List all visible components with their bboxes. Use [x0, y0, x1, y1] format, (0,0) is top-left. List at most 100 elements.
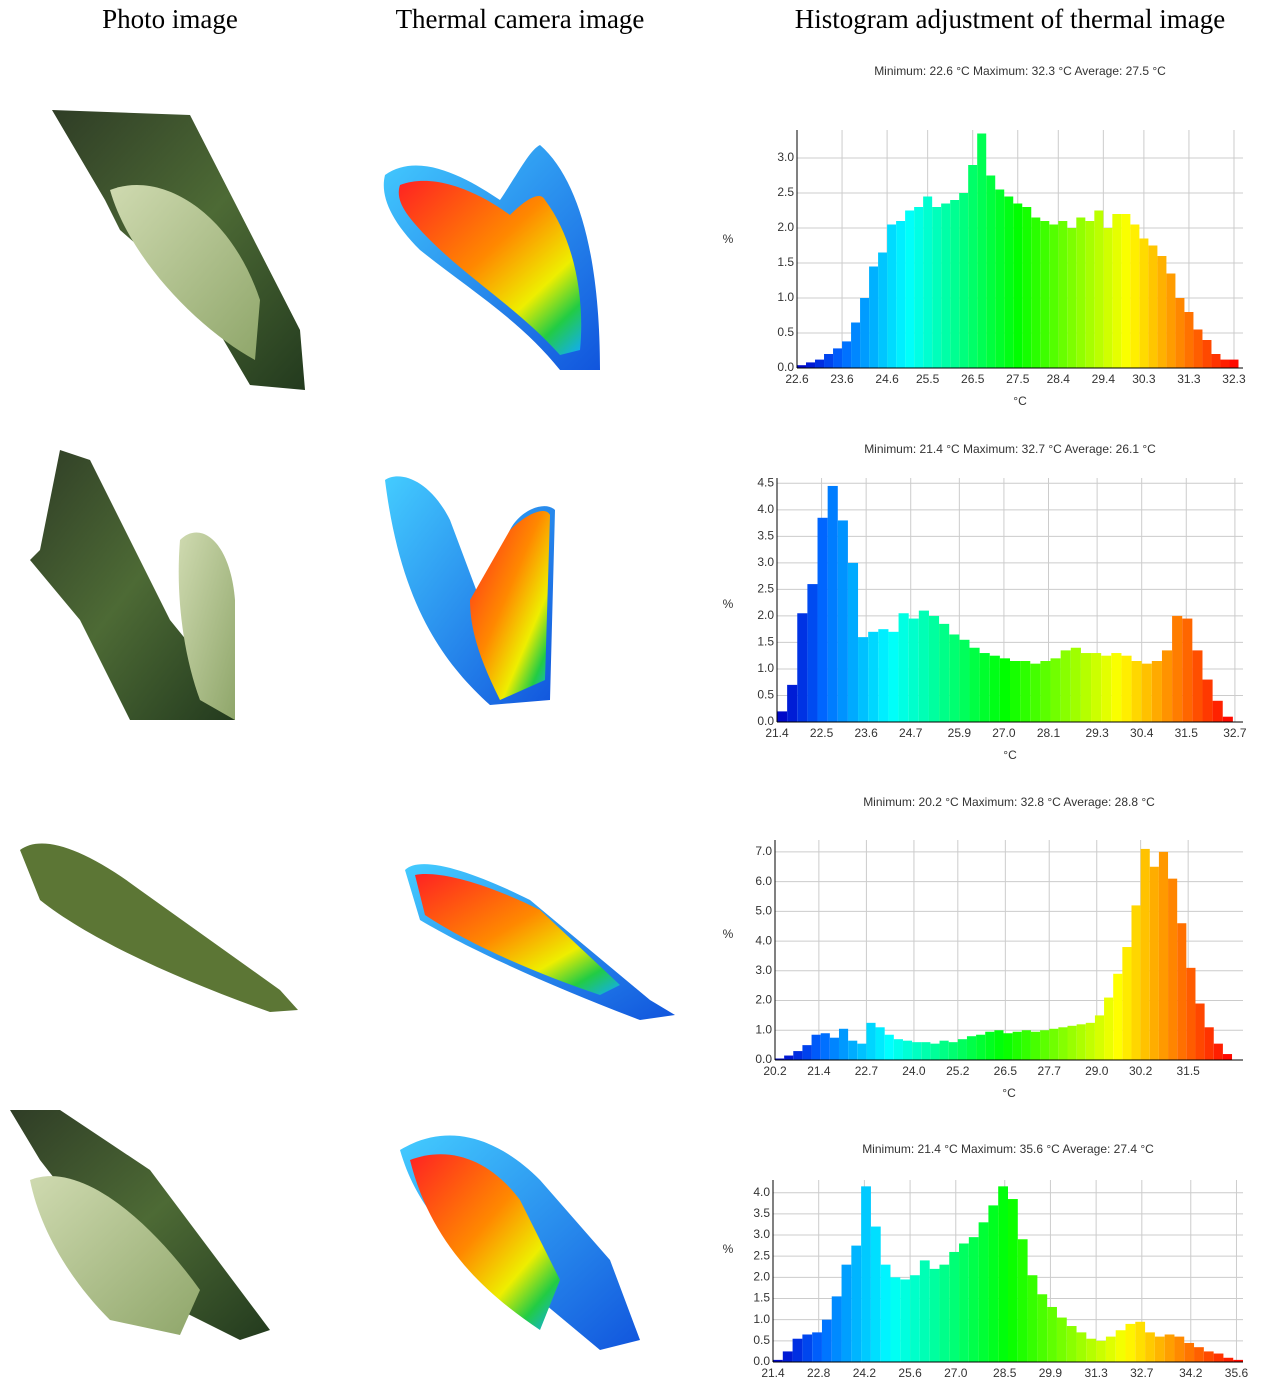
y-axis-label: %: [723, 927, 734, 941]
x-tick-label: 28.5: [993, 1366, 1017, 1380]
histogram-bar: [1113, 974, 1122, 1060]
y-tick-label: 7.0: [755, 844, 772, 858]
histogram-bar: [1040, 661, 1050, 722]
x-tick-label: 32.7: [1130, 1366, 1154, 1380]
histogram-bar: [838, 520, 848, 722]
histogram-bar: [1010, 661, 1020, 722]
y-tick-label: 1.0: [753, 1312, 770, 1326]
histogram-bar: [1162, 650, 1172, 722]
histogram-bar: [1022, 1030, 1031, 1060]
x-tick-label: 31.5: [1175, 726, 1199, 740]
histogram-bar: [1018, 1239, 1028, 1362]
histogram-bar: [783, 1351, 793, 1362]
figure: Photo image Thermal camera image Histogr…: [0, 0, 1271, 1380]
histogram-bar: [1030, 664, 1040, 722]
y-tick-label: 2.0: [777, 220, 794, 234]
histogram-bar: [1013, 1032, 1022, 1060]
histogram-bar: [1202, 340, 1211, 368]
x-tick-label: 22.7: [855, 1064, 879, 1078]
histogram-bar: [949, 634, 959, 722]
histogram-bar: [1111, 653, 1121, 722]
histogram-bar: [959, 193, 968, 368]
histogram-bar: [1106, 1337, 1116, 1362]
histogram-bar: [784, 1056, 793, 1060]
histogram-bar: [929, 616, 939, 722]
histogram-bar: [910, 1275, 920, 1362]
chart-title: Minimum: 21.4 °C Maximum: 32.7 °C Averag…: [864, 442, 1156, 456]
y-tick-label: 3.0: [757, 555, 774, 569]
histogram-bar: [990, 656, 1000, 722]
histogram-bar: [1077, 1024, 1086, 1060]
histogram-bar: [919, 611, 929, 722]
histogram-bar: [1131, 905, 1140, 1060]
histogram-bar: [923, 197, 932, 369]
chart-title: Minimum: 22.6 °C Maximum: 32.3 °C Averag…: [874, 64, 1166, 78]
histogram-bar: [1004, 197, 1013, 369]
histogram-bar: [940, 1041, 949, 1060]
histogram-bar: [1049, 225, 1058, 369]
histogram-bar: [1022, 207, 1031, 368]
y-tick-label: 3.0: [755, 963, 772, 977]
histogram-bar: [1037, 1294, 1047, 1362]
x-tick-label: 25.2: [946, 1064, 970, 1078]
histogram-bar: [1184, 1343, 1194, 1362]
histogram-bar: [896, 221, 905, 368]
histogram-bar: [1049, 1029, 1058, 1060]
x-tick-label: 22.5: [810, 726, 834, 740]
histogram-bar: [894, 1039, 903, 1060]
histogram-bar: [1205, 1027, 1214, 1060]
x-tick-label: 35.6: [1225, 1366, 1249, 1380]
histogram-bar: [941, 204, 950, 369]
histogram-bar: [967, 1036, 976, 1060]
histogram-bar: [1126, 1324, 1136, 1362]
photo: [10, 1110, 270, 1340]
histogram-bar: [1204, 1351, 1214, 1362]
histogram-bar: [988, 1205, 998, 1362]
histogram-bar: [1051, 658, 1061, 722]
x-tick-label: 29.4: [1092, 372, 1116, 386]
y-axis-label: %: [723, 232, 734, 246]
x-tick-label: 31.5: [1176, 1064, 1200, 1078]
histogram-bar: [939, 1265, 949, 1362]
histogram-bar: [1172, 616, 1182, 722]
histogram-bar: [1145, 1332, 1155, 1362]
histogram-bar: [1031, 1032, 1040, 1060]
y-tick-label: 4.0: [757, 502, 774, 516]
histogram-bar: [1067, 1326, 1077, 1362]
histogram-bar: [1157, 256, 1166, 368]
histogram-bar: [807, 584, 817, 722]
y-tick-label: 2.0: [755, 993, 772, 1007]
histogram-bar: [777, 711, 787, 722]
x-tick-label: 29.9: [1039, 1366, 1063, 1380]
histogram-bar: [1121, 656, 1131, 722]
y-tick-label: 1.5: [757, 635, 774, 649]
histogram-bar: [821, 1033, 830, 1060]
histogram-bar: [959, 1243, 969, 1362]
histogram-bar: [868, 632, 878, 722]
histogram-bar: [1142, 664, 1152, 722]
x-tick-label: 25.9: [948, 726, 972, 740]
x-tick-label: 22.8: [807, 1366, 831, 1380]
histogram-bar: [878, 629, 888, 722]
histogram-bar: [822, 1320, 832, 1362]
histogram-bar: [903, 1041, 912, 1060]
x-tick-label: 30.3: [1132, 372, 1156, 386]
histogram-bar: [793, 1339, 803, 1362]
x-tick-label: 27.5: [1006, 372, 1030, 386]
histogram-bar: [958, 1039, 967, 1060]
histogram-bar: [900, 1279, 910, 1362]
histogram-bar: [1028, 1275, 1038, 1362]
histogram-bar: [1095, 1015, 1104, 1060]
histogram-bar: [1139, 239, 1148, 369]
histogram-bar: [1175, 298, 1184, 368]
histogram-bar: [969, 648, 979, 722]
y-tick-label: 0.5: [777, 325, 794, 339]
histogram-bar: [1193, 330, 1202, 369]
x-tick-label: 23.6: [830, 372, 854, 386]
histogram-bar: [842, 341, 851, 368]
histogram-bar: [1152, 661, 1162, 722]
x-tick-label: 32.3: [1222, 372, 1246, 386]
histogram-bar: [1086, 1023, 1095, 1060]
thermal-image: [405, 864, 675, 1020]
histogram-bar: [1121, 214, 1130, 368]
